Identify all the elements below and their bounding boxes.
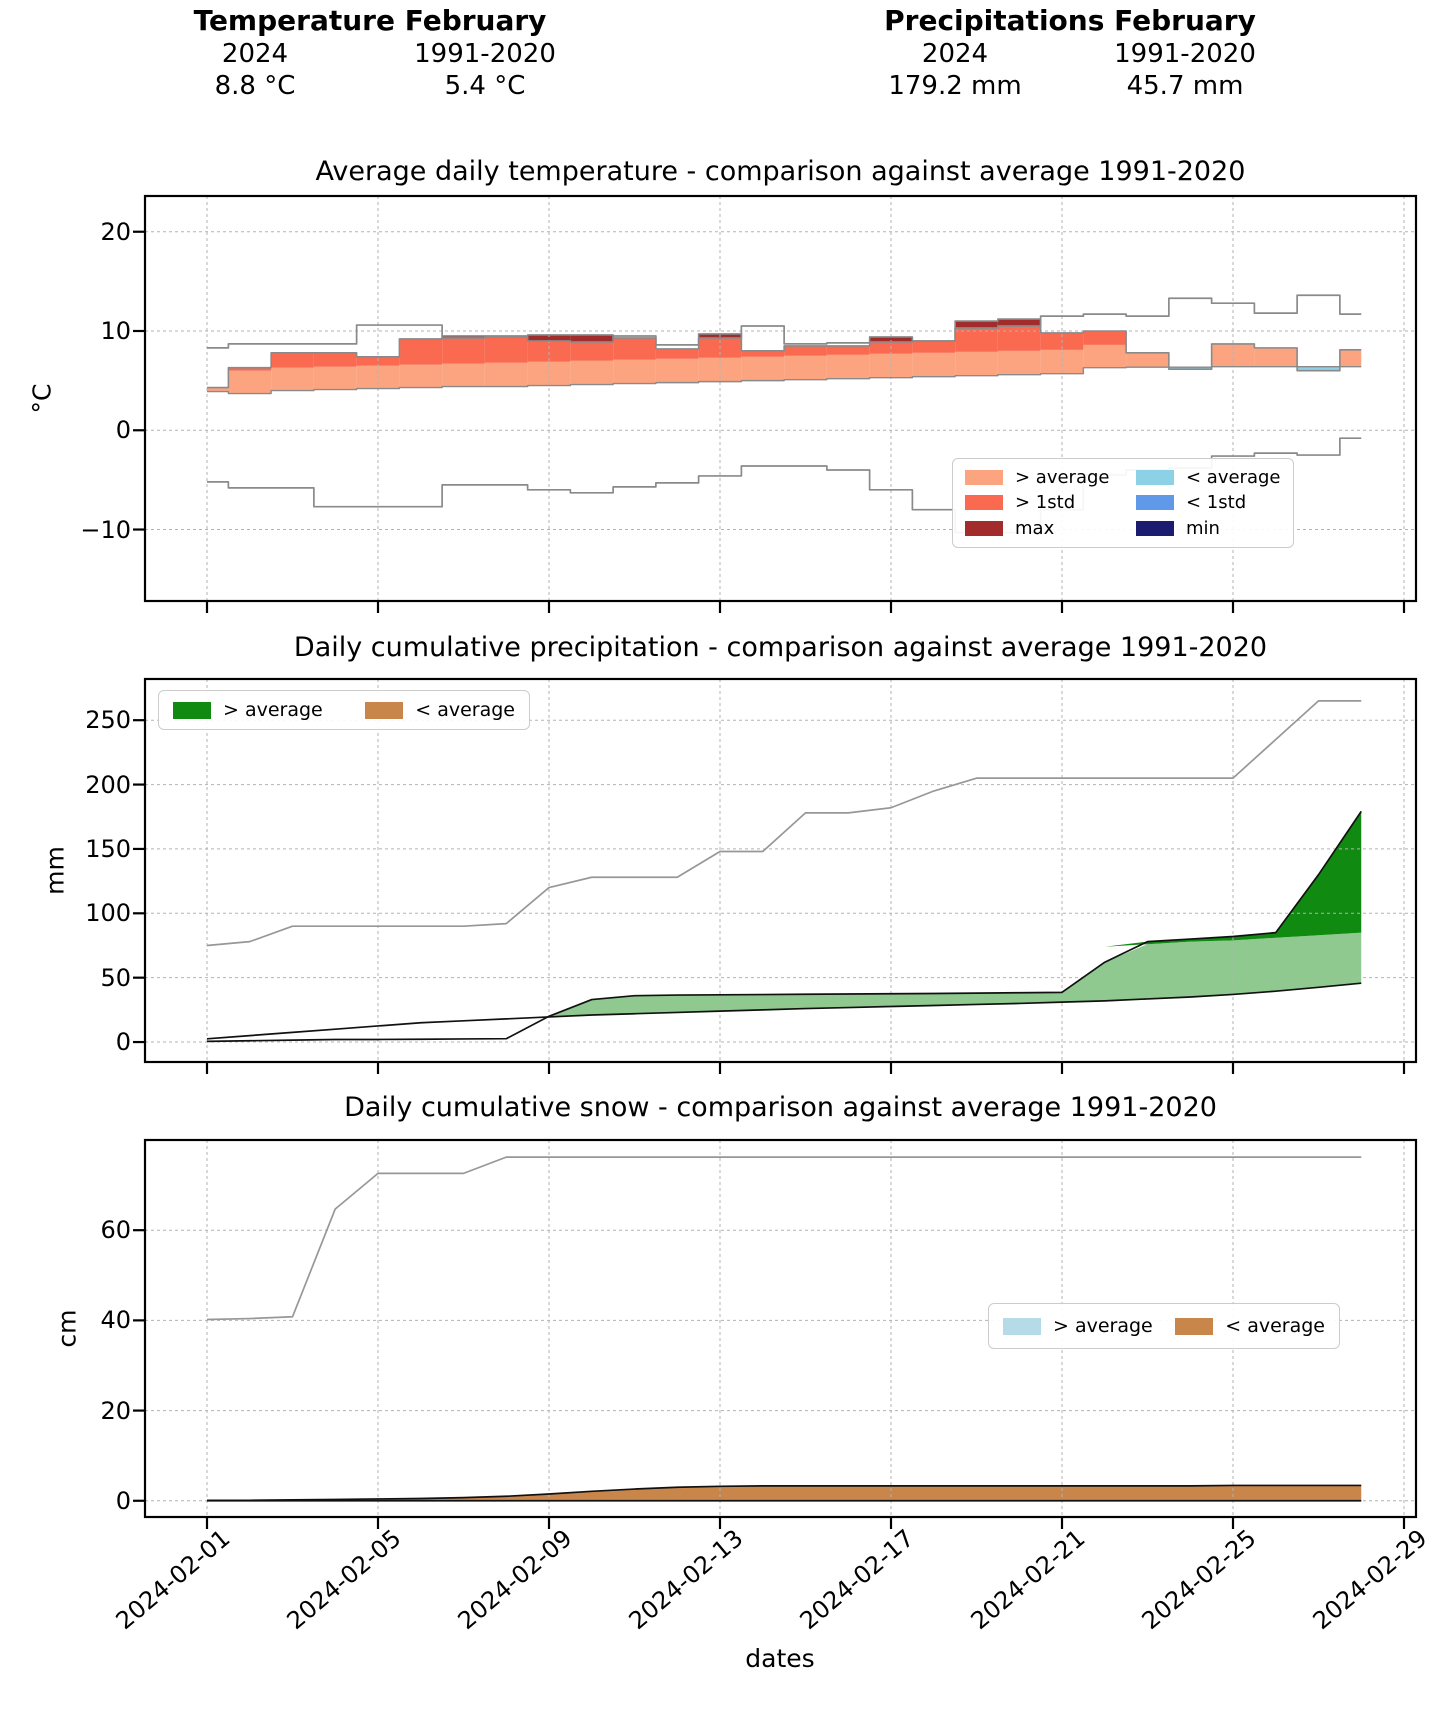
- y-tick-label: 100: [85, 899, 131, 928]
- temperature-chart-title: Average daily temperature - comparison a…: [315, 156, 1246, 187]
- temperature-summary: Temperature February 2024 1991-2020 8.8 …: [140, 4, 600, 102]
- legend-item: < 1std: [1136, 490, 1281, 515]
- legend-item: max: [965, 516, 1110, 541]
- temperature-2024-value: 8.8 °C: [214, 71, 296, 101]
- y-tick-label: 60: [100, 1216, 131, 1245]
- legend-swatch: [365, 701, 404, 719]
- temperature-summary-title: Temperature February: [193, 4, 547, 37]
- legend-item: > average: [173, 699, 323, 721]
- legend-label: min: [1186, 517, 1220, 539]
- y-tick-label: 0: [115, 416, 131, 445]
- y-tick-label: 50: [100, 963, 131, 992]
- legend-swatch: [173, 701, 211, 719]
- y-tick-label: 250: [85, 706, 131, 735]
- legend-label: < average: [1186, 467, 1281, 489]
- snow-chart-title: Daily cumulative snow - comparison again…: [344, 1092, 1217, 1123]
- legend-label: max: [1015, 517, 1055, 539]
- legend-item: < average: [1175, 1315, 1325, 1337]
- legend-swatch: [965, 520, 1003, 536]
- precipitation-normal-value: 45.7 mm: [1126, 71, 1244, 101]
- legend-label: > 1std: [1015, 492, 1076, 514]
- y-tick-label: 0: [115, 1028, 131, 1057]
- precipitation-summary-title: Precipitations February: [884, 4, 1256, 37]
- precipitation-normal-label: 1991-2020: [1114, 39, 1256, 69]
- legend-label: < 1std: [1186, 492, 1247, 514]
- snow-legend: > average < average: [988, 1303, 1340, 1349]
- y-tick-label: 10: [100, 317, 131, 345]
- legend-item: > average: [1003, 1315, 1153, 1337]
- legend-swatch: [1136, 470, 1174, 486]
- legend-item: < average: [365, 699, 515, 721]
- legend-swatch: [965, 495, 1003, 511]
- y-tick-label: 20: [100, 217, 131, 246]
- legend-item: > 1std: [965, 490, 1110, 515]
- legend-item: > average: [965, 465, 1110, 490]
- legend-label: > average: [223, 699, 323, 721]
- legend-item: < average: [1136, 465, 1281, 490]
- legend-label: > average: [1015, 467, 1110, 489]
- legend-label: < average: [415, 699, 515, 721]
- precipitation-y-axis-label: mm: [40, 846, 70, 895]
- y-tick-label: 0: [115, 1486, 131, 1515]
- temperature-legend: > average > 1std max < average < 1std min: [952, 458, 1294, 548]
- y-tick-label: 40: [100, 1306, 131, 1335]
- y-tick-label: 200: [85, 770, 131, 799]
- y-tick-label: 150: [85, 834, 131, 863]
- legend-item: min: [1136, 516, 1281, 541]
- precipitation-legend: > average < average: [158, 690, 530, 730]
- precipitation-chart-title: Daily cumulative precipitation - compari…: [293, 632, 1268, 663]
- y-tick-label: 20: [100, 1396, 131, 1425]
- x-axis-label: dates: [745, 1644, 815, 1673]
- precipitation-2024-value: 179.2 mm: [888, 71, 1022, 101]
- legend-label: < average: [1225, 1315, 1325, 1337]
- temperature-normal-value: 5.4 °C: [444, 71, 526, 101]
- legend-swatch: [965, 470, 1003, 486]
- legend-swatch: [1136, 495, 1174, 511]
- legend-swatch: [1175, 1317, 1214, 1335]
- precipitation-summary: Precipitations February 2024 1991-2020 1…: [840, 4, 1300, 102]
- precipitation-2024-label: 2024: [921, 39, 989, 69]
- temperature-normal-label: 1991-2020: [414, 39, 556, 69]
- legend-label: > average: [1053, 1315, 1153, 1337]
- y-tick-label: −10: [80, 515, 131, 544]
- legend-swatch: [1003, 1317, 1041, 1335]
- temperature-2024-label: 2024: [221, 39, 289, 69]
- legend-swatch: [1136, 520, 1174, 536]
